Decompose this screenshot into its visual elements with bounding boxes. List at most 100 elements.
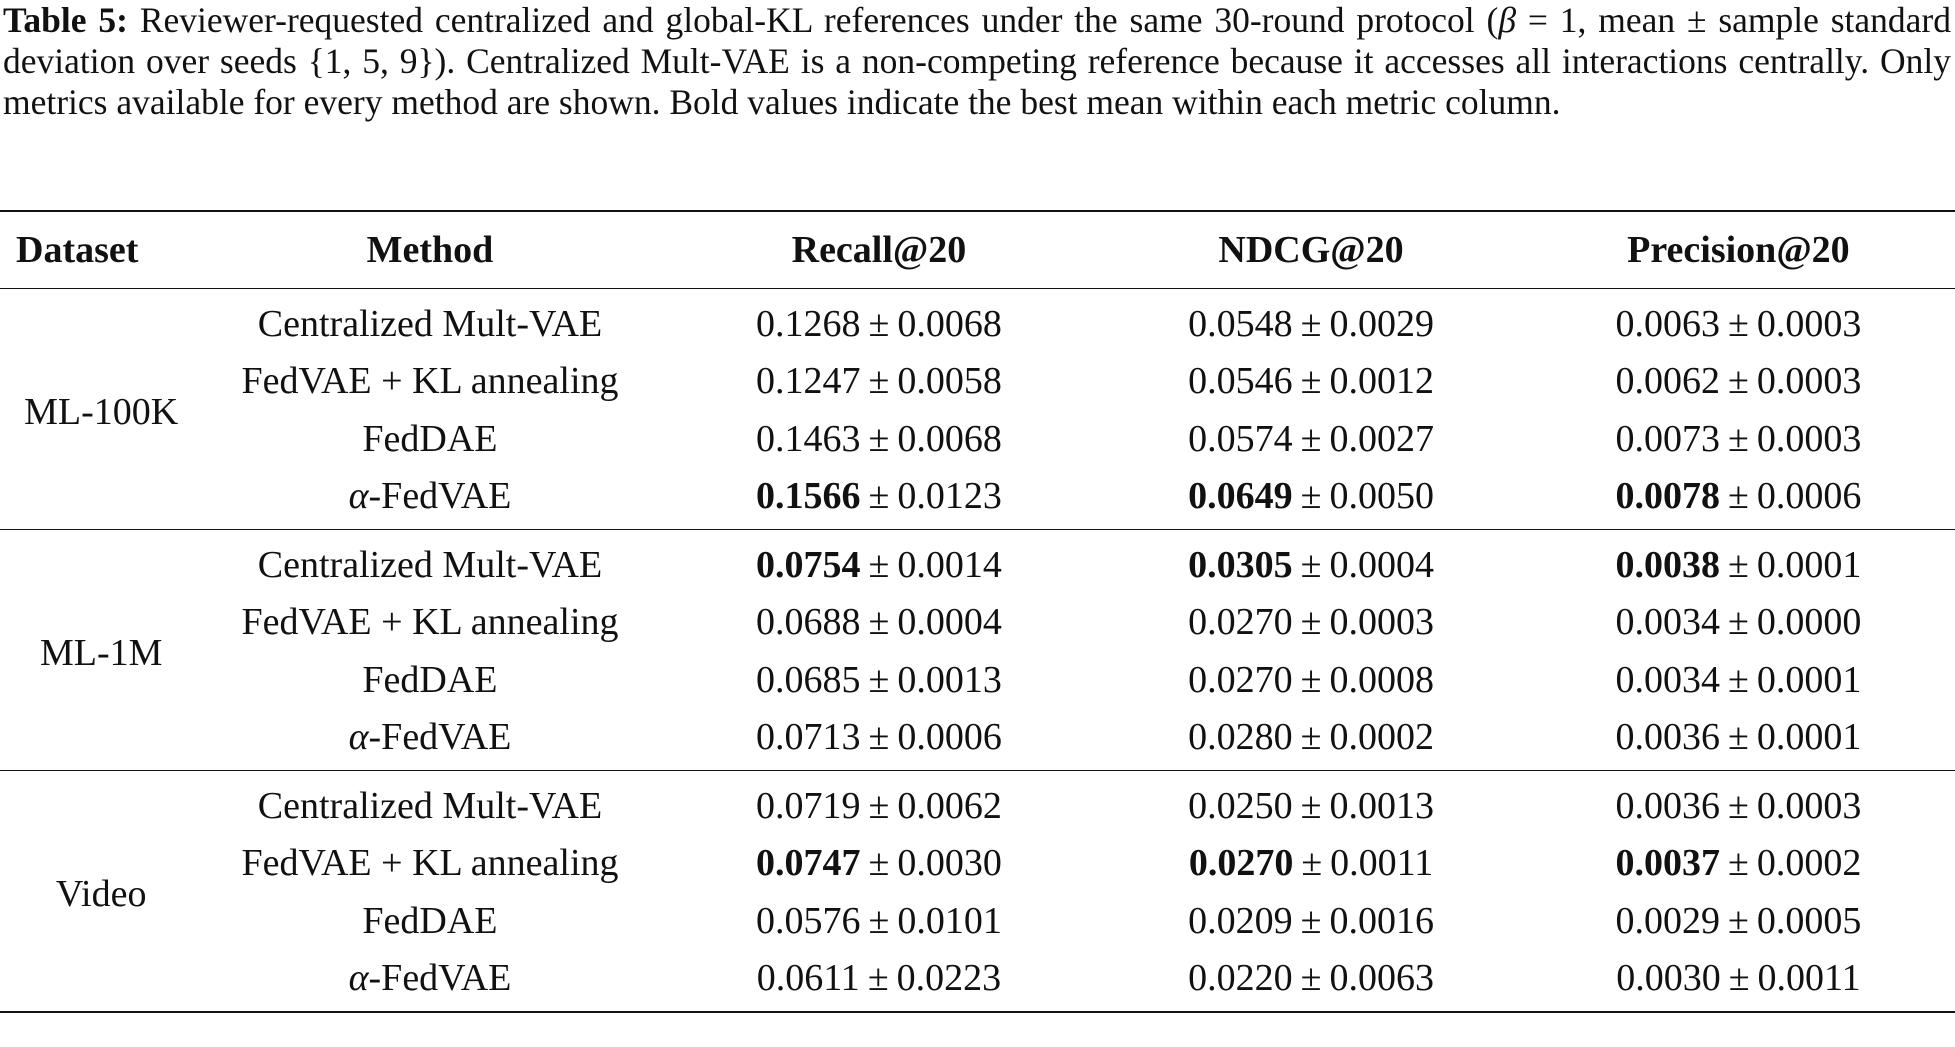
table-caption: Table 5: Reviewer-requested centralized … xyxy=(3,0,1951,123)
precision-mean: 0.0029 xyxy=(1615,899,1720,942)
header-method: Method xyxy=(366,229,494,271)
recall-mean: 0.0685 xyxy=(756,658,861,701)
recall-mean: 0.0719 xyxy=(756,784,861,827)
ndcg-cell: 0.0209 ±0.0016 xyxy=(1100,892,1522,950)
recall-mean: 0.1566 xyxy=(756,475,861,518)
ndcg-mean: 0.0574 xyxy=(1188,417,1293,460)
recall-cell: 0.0688 ±0.0004 xyxy=(658,594,1101,652)
dataset-group: Video Centralized Mult-VAE 0.0719 ±0.0062 0.… xyxy=(0,771,1955,1013)
recall-std-dev: 0.0006 xyxy=(897,716,1002,759)
method-label: FedVAE + KL annealing xyxy=(241,842,619,885)
recall-cell: 0.0685 ±0.0013 xyxy=(658,651,1101,709)
recall-cell: 0.0747 ±0.0030 xyxy=(658,835,1101,893)
ndcg-cell: 0.0548 ±0.0029 xyxy=(1100,289,1522,353)
header-row: Dataset Method Recall@20 NDCG@20 Precisi… xyxy=(0,211,1955,289)
precision-std-dev: 0.0002 xyxy=(1756,842,1862,885)
method-label: FedDAE xyxy=(362,658,498,701)
recall-std-dev: 0.0223 xyxy=(896,957,1002,1000)
caption-beta-symbol: β xyxy=(1498,0,1517,40)
precision-cell: 0.0062 ±0.0003 xyxy=(1522,353,1955,411)
precision-mean: 0.0036 xyxy=(1615,784,1720,827)
method-name: FedVAE + KL annealing xyxy=(202,594,657,652)
ndcg-mean: 0.0270 xyxy=(1188,658,1293,701)
method-label: FedDAE xyxy=(362,417,498,460)
precision-mean: 0.0037 xyxy=(1615,842,1720,885)
plus-minus-sign: ± xyxy=(1300,543,1322,586)
plus-minus-sign: ± xyxy=(1300,784,1322,827)
ndcg-std-dev: 0.0003 xyxy=(1329,601,1434,644)
dataset-group: ML-1M Centralized Mult-VAE 0.0754 ±0.0014 0.… xyxy=(0,530,1955,771)
table-row: ML-100K Centralized Mult-VAE 0.1268 ±0.0068… xyxy=(0,289,1955,433)
recall-mean: 0.1247 xyxy=(756,360,861,403)
ndcg-cell: 0.0250 ±0.0013 xyxy=(1100,771,1522,835)
recall-std-dev: 0.0014 xyxy=(897,543,1002,586)
precision-mean: 0.0034 xyxy=(1615,601,1720,644)
recall-cell: 0.1268 ±0.0068 xyxy=(658,289,1101,353)
dataset-name: ML-1M xyxy=(39,632,163,674)
precision-mean: 0.0063 xyxy=(1615,302,1720,345)
recall-cell: 0.1247 ±0.0058 xyxy=(658,353,1101,411)
method-label: FedVAE + KL annealing xyxy=(241,360,619,403)
method-name: Centralized Mult-VAE xyxy=(202,530,657,594)
ndcg-cell: 0.0546 ±0.0012 xyxy=(1100,353,1522,411)
header-precision: Precision@20 xyxy=(1627,229,1850,271)
precision-cell: 0.0034 ±0.0001 xyxy=(1522,651,1955,709)
method-name: α-FedVAE xyxy=(202,709,657,771)
ndcg-mean: 0.0270 xyxy=(1188,601,1293,644)
precision-mean: 0.0036 xyxy=(1615,716,1720,759)
plus-minus-sign: ± xyxy=(1727,658,1749,701)
plus-minus-sign: ± xyxy=(1300,360,1322,403)
method-name: Centralized Mult-VAE xyxy=(202,771,657,835)
ndcg-std-dev: 0.0002 xyxy=(1329,716,1434,759)
precision-mean: 0.0078 xyxy=(1615,475,1720,518)
method-label: -FedVAE xyxy=(368,475,512,518)
method-name: FedVAE + KL annealing xyxy=(202,353,657,411)
plus-minus-sign: ± xyxy=(868,658,890,701)
method-label: -FedVAE xyxy=(368,716,512,759)
recall-mean: 0.0713 xyxy=(756,716,861,759)
method-label: FedDAE xyxy=(362,899,498,942)
recall-cell: 0.1566 ±0.0123 xyxy=(658,468,1101,530)
precision-mean: 0.0030 xyxy=(1616,957,1721,1000)
method-label: Centralized Mult-VAE xyxy=(257,784,603,827)
ndcg-mean: 0.0270 xyxy=(1188,842,1294,885)
ndcg-mean: 0.0546 xyxy=(1188,360,1293,403)
ndcg-std-dev: 0.0050 xyxy=(1329,475,1434,518)
plus-minus-sign: ± xyxy=(1727,543,1749,586)
plus-minus-sign: ± xyxy=(1300,957,1322,1000)
plus-minus-sign: ± xyxy=(868,716,890,759)
ndcg-cell: 0.0649 ±0.0050 xyxy=(1100,468,1522,530)
header-recall: Recall@20 xyxy=(791,229,967,271)
table-row: α-FedVAE 0.0713 ±0.0006 0.0280 ±0.0002 0.0036… xyxy=(0,709,1955,771)
ndcg-mean: 0.0649 xyxy=(1188,475,1293,518)
precision-mean: 0.0062 xyxy=(1615,360,1720,403)
table-row: Video Centralized Mult-VAE 0.0719 ±0.0062 0.… xyxy=(0,771,1955,915)
plus-minus-sign: ± xyxy=(868,899,890,942)
recall-mean: 0.1463 xyxy=(756,417,861,460)
recall-std-dev: 0.0068 xyxy=(897,302,1002,345)
table-row: FedDAE 0.0685 ±0.0013 0.0270 ±0.0008 0.0034 ±0… xyxy=(0,651,1955,709)
ndcg-std-dev: 0.0029 xyxy=(1329,302,1434,345)
plus-minus-sign: ± xyxy=(1727,302,1749,345)
recall-std-dev: 0.0068 xyxy=(897,417,1002,460)
plus-minus-sign: ± xyxy=(868,842,890,885)
plus-minus-sign: ± xyxy=(1727,360,1749,403)
method-name: FedDAE xyxy=(202,892,657,950)
precision-std-dev: 0.0005 xyxy=(1756,899,1862,942)
ndcg-mean: 0.0209 xyxy=(1188,899,1293,942)
plus-minus-sign: ± xyxy=(868,302,890,345)
method-name: α-FedVAE xyxy=(202,950,657,1013)
plus-minus-sign: ± xyxy=(1300,601,1322,644)
recall-mean: 0.1268 xyxy=(756,302,861,345)
ndcg-cell: 0.0574 ±0.0027 xyxy=(1100,410,1522,468)
recall-cell: 0.0754 ±0.0014 xyxy=(658,530,1101,594)
method-label: -FedVAE xyxy=(368,957,512,1000)
precision-cell: 0.0030 ±0.0011 xyxy=(1522,950,1955,1013)
ndcg-std-dev: 0.0012 xyxy=(1329,360,1434,403)
table-row: FedVAE + KL annealing 0.1247 ±0.0058 0.0546… xyxy=(0,353,1955,411)
plus-minus-sign: ± xyxy=(1727,716,1749,759)
precision-std-dev: 0.0001 xyxy=(1756,658,1862,701)
method-alpha-symbol: α xyxy=(348,957,369,1000)
plus-minus-sign: ± xyxy=(1727,601,1749,644)
